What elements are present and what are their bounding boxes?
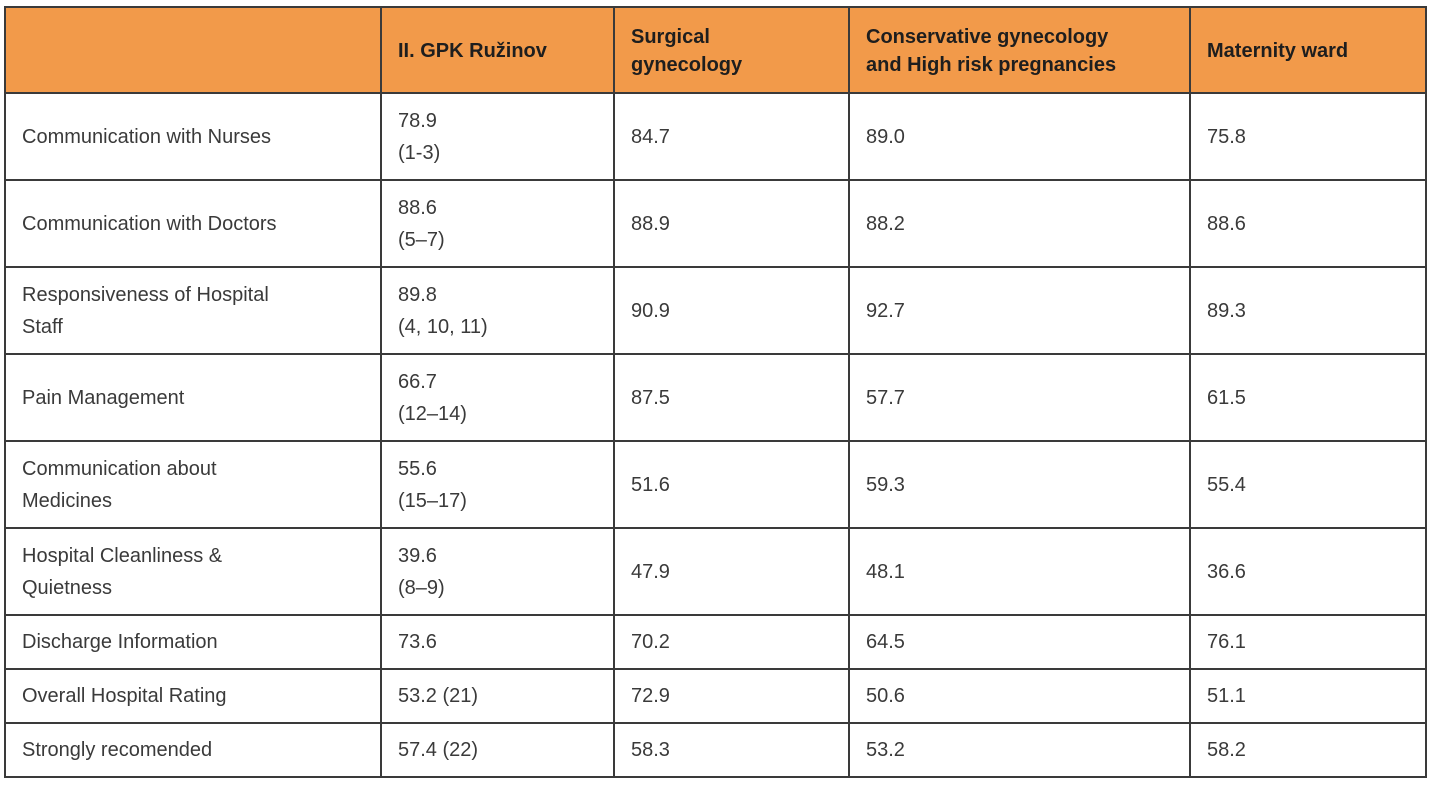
header-cell-conservative-gynecology: Conservative gynecology and High risk pr… [848, 6, 1191, 94]
conservative-gynecology-value: 50.6 [848, 668, 1191, 724]
gpk-ruzinov-value: 55.6 [398, 457, 437, 480]
table-row: Hospital Cleanliness & Quietness 39.6 (8–9)… [4, 527, 1427, 616]
gpk-ruzinov-value: 88.6 [398, 196, 437, 219]
table-row: Communication with Doctors 88.6 (5–7) 88.9 8… [4, 179, 1427, 268]
conservative-gynecology-value: 88.2 [848, 179, 1191, 268]
row-label-cell: Strongly recomended [4, 722, 382, 778]
row-label-text: Communication with Nurses [22, 125, 271, 148]
conservative-gynecology-value: 53.2 [848, 722, 1191, 778]
table-row: Strongly recomended 57.4 (22) 58.3 53.2 58.2 [4, 722, 1427, 778]
surgical-gynecology-value: 51.6 [613, 440, 850, 529]
header-cell-line: Surgical [631, 26, 710, 48]
gpk-ruzinov-value: (5–7) [398, 228, 445, 251]
row-label-cell: Discharge Information [4, 614, 382, 670]
gpk-ruzinov-cell: 57.4 (22) [380, 722, 615, 778]
maternity-ward-value: 36.6 [1189, 527, 1427, 616]
gpk-ruzinov-value: (15–17) [398, 489, 467, 512]
surgical-gynecology-value: 84.7 [613, 92, 850, 181]
gpk-ruzinov-cell: 39.6 (8–9) [380, 527, 615, 616]
gpk-ruzinov-cell: 73.6 [380, 614, 615, 670]
surgical-gynecology-value: 70.2 [613, 614, 850, 670]
maternity-ward-value: 88.6 [1189, 179, 1427, 268]
row-label-text: Staff [22, 315, 63, 338]
row-label-text: Quietness [22, 576, 113, 599]
row-label-cell: Communication with Doctors [4, 179, 382, 268]
gpk-ruzinov-cell: 88.6 (5–7) [380, 179, 615, 268]
surgical-gynecology-value: 47.9 [613, 527, 850, 616]
gpk-ruzinov-cell: 66.7 (12–14) [380, 353, 615, 442]
table-row: Pain Management 66.7 (12–14) 87.5 57.7 61.5 [4, 353, 1427, 442]
gpk-ruzinov-cell: 53.2 (21) [380, 668, 615, 724]
gpk-ruzinov-value: (12–14) [398, 402, 467, 425]
row-label-text: Discharge Information [22, 631, 218, 653]
header-cell-line: II. GPK Ružinov [398, 40, 547, 62]
row-label-cell: Hospital Cleanliness & Quietness [4, 527, 382, 616]
gpk-ruzinov-value: 78.9 [398, 109, 437, 132]
maternity-ward-value: 89.3 [1189, 266, 1427, 355]
table-header: II. GPK Ružinov Surgical gynecology Cons… [4, 6, 1427, 94]
surgical-gynecology-value: 88.9 [613, 179, 850, 268]
maternity-ward-value: 75.8 [1189, 92, 1427, 181]
gpk-ruzinov-cell: 55.6 (15–17) [380, 440, 615, 529]
conservative-gynecology-value: 64.5 [848, 614, 1191, 670]
conservative-gynecology-value: 57.7 [848, 353, 1191, 442]
table-row: Responsiveness of Hospital Staff 89.8 (4, 1… [4, 266, 1427, 355]
maternity-ward-value: 76.1 [1189, 614, 1427, 670]
gpk-ruzinov-value: 66.7 [398, 370, 437, 393]
gpk-ruzinov-value: (8–9) [398, 576, 445, 599]
header-cell-surgical-gynecology: Surgical gynecology [613, 6, 850, 94]
row-label-text: Pain Management [22, 386, 185, 409]
row-label-text: Responsiveness of Hospital [22, 283, 269, 306]
surgical-gynecology-value: 58.3 [613, 722, 850, 778]
row-label-cell: Communication with Nurses [4, 92, 382, 181]
gpk-ruzinov-value: 73.6 [398, 631, 437, 653]
header-row: II. GPK Ružinov Surgical gynecology Cons… [4, 6, 1427, 94]
row-label-text: Strongly recomended [22, 739, 213, 761]
row-label-text: Communication about [22, 457, 217, 480]
header-cell-gpk-ruzinov: II. GPK Ružinov [380, 6, 615, 94]
gpk-ruzinov-cell: 89.8 (4, 10, 11) [380, 266, 615, 355]
results-table: II. GPK Ružinov Surgical gynecology Cons… [4, 6, 1427, 778]
row-label-text: Communication with Doctors [22, 212, 277, 235]
maternity-ward-value: 61.5 [1189, 353, 1427, 442]
header-cell-line: Maternity ward [1207, 40, 1349, 62]
row-label-text: Overall Hospital Rating [22, 685, 227, 707]
maternity-ward-value: 55.4 [1189, 440, 1427, 529]
header-cell-line: and High risk pregnancies [866, 54, 1117, 76]
table-row: Communication with Nurses 78.9 (1-3) 84.7 89… [4, 92, 1427, 181]
header-cell-line: gynecology [631, 54, 743, 76]
gpk-ruzinov-value: 89.8 [398, 283, 437, 306]
row-label-cell: Communication about Medicines [4, 440, 382, 529]
gpk-ruzinov-value: (1-3) [398, 141, 441, 164]
row-label-cell: Responsiveness of Hospital Staff [4, 266, 382, 355]
table-row: Communication about Medicines 55.6 (15–17) 5… [4, 440, 1427, 529]
conservative-gynecology-value: 48.1 [848, 527, 1191, 616]
gpk-ruzinov-value: 39.6 [398, 544, 437, 567]
table-row: Overall Hospital Rating 53.2 (21) 72.9 50.6… [4, 668, 1427, 724]
conservative-gynecology-value: 92.7 [848, 266, 1191, 355]
row-label-cell: Pain Management [4, 353, 382, 442]
row-label-text: Hospital Cleanliness & [22, 544, 223, 567]
gpk-ruzinov-value: (4, 10, 11) [398, 315, 488, 338]
maternity-ward-value: 58.2 [1189, 722, 1427, 778]
gpk-ruzinov-value: 53.2 (21) [398, 685, 479, 707]
header-cell-maternity-ward: Maternity ward [1189, 6, 1427, 94]
surgical-gynecology-value: 90.9 [613, 266, 850, 355]
conservative-gynecology-value: 59.3 [848, 440, 1191, 529]
header-cell-category [4, 6, 382, 94]
table-body: Communication with Nurses 78.9 (1-3) 84.7 89… [4, 92, 1427, 778]
table-row: Discharge Information 73.6 70.2 64.5 76.1 [4, 614, 1427, 670]
row-label-text: Medicines [22, 489, 113, 512]
surgical-gynecology-value: 87.5 [613, 353, 850, 442]
gpk-ruzinov-cell: 78.9 (1-3) [380, 92, 615, 181]
row-label-cell: Overall Hospital Rating [4, 668, 382, 724]
header-cell-line: Conservative gynecology [866, 26, 1109, 48]
conservative-gynecology-value: 89.0 [848, 92, 1191, 181]
surgical-gynecology-value: 72.9 [613, 668, 850, 724]
gpk-ruzinov-value: 57.4 (22) [398, 739, 479, 761]
maternity-ward-value: 51.1 [1189, 668, 1427, 724]
